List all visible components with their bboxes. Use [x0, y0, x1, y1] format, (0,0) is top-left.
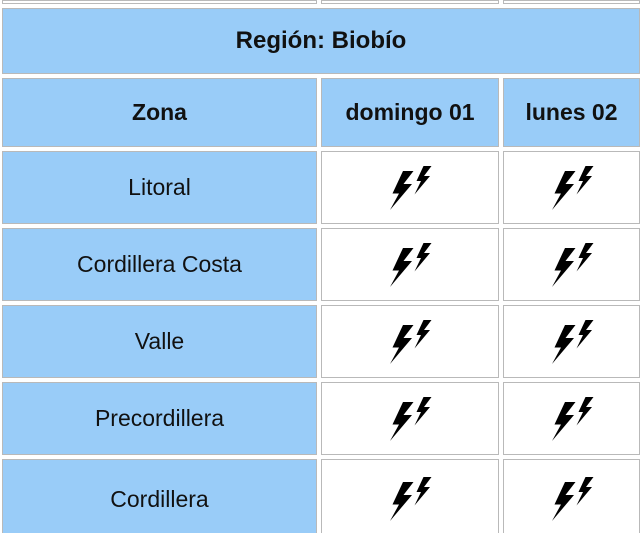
- thunderstorm-icon: [551, 477, 593, 521]
- forecast-cell: [321, 382, 499, 455]
- forecast-cell: [321, 228, 499, 301]
- forecast-cell: [321, 151, 499, 224]
- column-header-lunes-02: lunes 02: [503, 78, 640, 147]
- zone-cell-litoral: Litoral: [2, 151, 317, 224]
- zone-cell-valle: Valle: [2, 305, 317, 378]
- thunderstorm-icon: [390, 319, 432, 364]
- region-header: Región: Biobío: [2, 8, 640, 74]
- zone-cell-cordillera: Cordillera: [2, 459, 317, 533]
- forecast-cell: [321, 459, 499, 533]
- thunderstorm-icon: [551, 319, 593, 364]
- forecast-cell: [503, 305, 640, 378]
- thunderstorm-icon: [551, 242, 593, 287]
- thunderstorm-icon: [551, 396, 593, 441]
- thunderstorm-icon: [390, 396, 432, 441]
- cropped-row-cell: [321, 0, 499, 4]
- cropped-row-cell: [2, 0, 317, 4]
- thunderstorm-icon: [390, 477, 432, 521]
- forecast-cell: [503, 382, 640, 455]
- forecast-cell: [503, 459, 640, 533]
- thunderstorm-icon: [390, 242, 432, 287]
- thunderstorm-icon: [551, 165, 593, 210]
- cropped-row-cell: [503, 0, 640, 4]
- zone-cell-cordillera-costa: Cordillera Costa: [2, 228, 317, 301]
- region-title: Región: Biobío: [235, 27, 407, 54]
- zone-cell-precordillera: Precordillera: [2, 382, 317, 455]
- forecast-cell: [503, 151, 640, 224]
- column-header-zona: Zona: [2, 78, 317, 147]
- thunderstorm-icon: [390, 165, 432, 210]
- forecast-cell: [503, 228, 640, 301]
- forecast-cell: [321, 305, 499, 378]
- column-header-domingo-01: domingo 01: [321, 78, 499, 147]
